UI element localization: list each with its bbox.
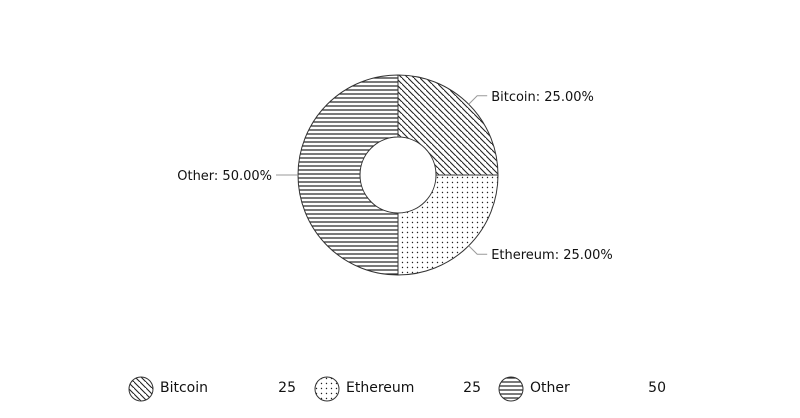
slice-label-ethereum: Ethereum: 25.00% (491, 248, 613, 263)
slice-other[interactable] (297, 74, 399, 276)
slice-bitcoin[interactable] (397, 74, 499, 176)
legend-swatch-ethereum (314, 376, 340, 402)
slice-labels: Bitcoin: 25.00% Ethereum: 25.00% Other: 50… (177, 90, 613, 263)
slice-ethereum[interactable] (397, 174, 499, 276)
leader-line-ethereum (468, 245, 488, 255)
donut-slices (297, 74, 499, 276)
legend-label-other: Other (530, 380, 570, 396)
legend-swatch-other (498, 376, 524, 402)
legend-value-ethereum: 25 (463, 380, 481, 396)
slice-label-other: Other: 50.00% (177, 169, 272, 184)
leader-lines (276, 95, 488, 255)
legend-item-ethereum[interactable]: Ethereum 25 (314, 372, 481, 406)
legend-swatch-bitcoin (128, 376, 154, 402)
legend-label-ethereum: Ethereum (346, 380, 415, 396)
legend-value-bitcoin: 25 (278, 380, 296, 396)
legend-item-other[interactable]: Other 50 (498, 372, 666, 406)
legend-item-bitcoin[interactable]: Bitcoin 25 (128, 372, 296, 406)
legend-value-other: 50 (648, 380, 666, 396)
legend-label-bitcoin: Bitcoin (160, 380, 209, 396)
leader-line-bitcoin (468, 95, 488, 105)
slice-label-bitcoin: Bitcoin: 25.00% (491, 90, 594, 105)
legend: Bitcoin 25 Ethereum 25 Other 50 (0, 372, 800, 406)
